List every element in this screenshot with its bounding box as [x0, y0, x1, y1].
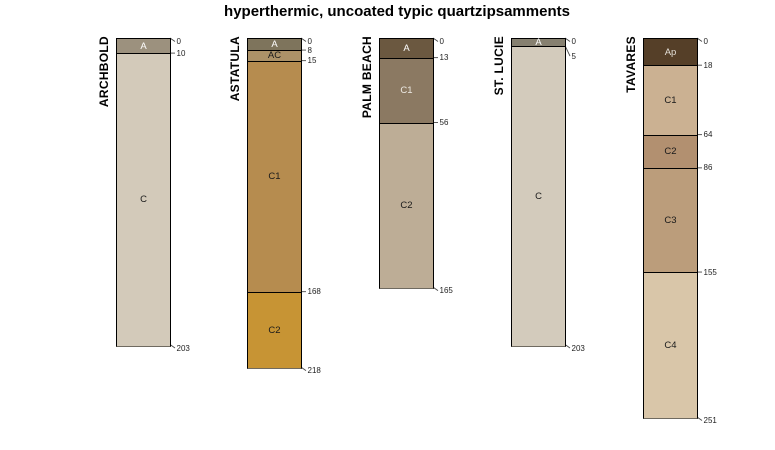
depth-tick-label: 0	[176, 37, 181, 46]
horizon-name-label: C1	[268, 171, 281, 183]
depth-tick-label: 86	[703, 163, 713, 173]
depth-tick-label: 10	[176, 48, 186, 58]
horizon-name-label: A	[535, 36, 542, 48]
depth-tick-label: 5	[571, 51, 576, 61]
series-label: PALM BEACH	[360, 36, 374, 119]
series-label: ASTATULA	[228, 36, 242, 102]
soil-profile: A AC C1 C2	[247, 38, 302, 370]
depth-tick-label: 15	[307, 56, 317, 66]
depth-tick-label: 8	[307, 45, 312, 55]
horizon-name-label: A	[403, 42, 410, 54]
series-label: ST. LUCIE	[492, 36, 506, 96]
horizon-name-label: C	[140, 194, 147, 206]
depth-tick-label: 64	[703, 130, 713, 140]
horizon: C3	[644, 168, 697, 274]
horizon: C2	[248, 292, 301, 369]
series-label: TAVARES	[624, 36, 638, 93]
horizon-name-label: A	[271, 39, 278, 51]
depth-tick-label: 0	[307, 37, 312, 46]
horizon: C1	[644, 66, 697, 136]
depth-tick-label: 0	[439, 37, 444, 46]
depth-tick-label: 0	[703, 37, 708, 46]
depth-tick-label: 203	[176, 343, 190, 353]
depth-tick-label: 218	[307, 366, 321, 376]
horizon: A	[248, 39, 301, 52]
horizon: C2	[644, 135, 697, 169]
soil-profile: A C1 C2	[379, 38, 434, 290]
depth-tick-label: 155	[703, 267, 717, 277]
horizon: AC	[248, 51, 301, 62]
horizon-name-label: C1	[400, 85, 413, 97]
horizon: C1	[380, 58, 433, 124]
horizon-name-label: C1	[664, 94, 677, 106]
horizon: C1	[248, 61, 301, 293]
horizon-name-label: C4	[664, 340, 677, 352]
horizon: C2	[380, 123, 433, 289]
depth-tick-label: 165	[439, 286, 453, 296]
depth-tick-label: 168	[307, 287, 321, 297]
horizon-name-label: C2	[268, 324, 281, 336]
depth-tick-label: 251	[703, 416, 717, 425]
series-label: ARCHBOLD	[97, 36, 111, 108]
horizon: C	[117, 54, 170, 346]
horizon: C	[512, 46, 565, 346]
depth-tick-label: 203	[571, 343, 585, 353]
chart-title: hyperthermic, uncoated typic quartzipsam…	[224, 3, 570, 20]
horizon-name-label: C	[535, 190, 542, 202]
horizon-name-label: A	[140, 40, 147, 52]
depth-tick-label: 0	[571, 37, 576, 46]
horizon: A	[512, 36, 565, 48]
horizon: A	[117, 39, 170, 55]
horizon: A	[380, 39, 433, 59]
horizon-name-label: C3	[664, 214, 677, 226]
horizon: C4	[644, 273, 697, 418]
horizon-name-label: Ap	[664, 46, 677, 58]
soil-profile: Ap C1 C2 C3 C4	[643, 38, 698, 419]
horizon-name-label: C2	[400, 200, 413, 212]
depth-tick-label: 56	[439, 118, 449, 128]
horizon-name-label: AC	[267, 50, 282, 62]
depth-tick-label: 18	[703, 60, 713, 70]
depth-tick-label: 13	[439, 53, 449, 63]
horizon-name-label: C2	[664, 146, 677, 158]
horizon: Ap	[644, 39, 697, 67]
